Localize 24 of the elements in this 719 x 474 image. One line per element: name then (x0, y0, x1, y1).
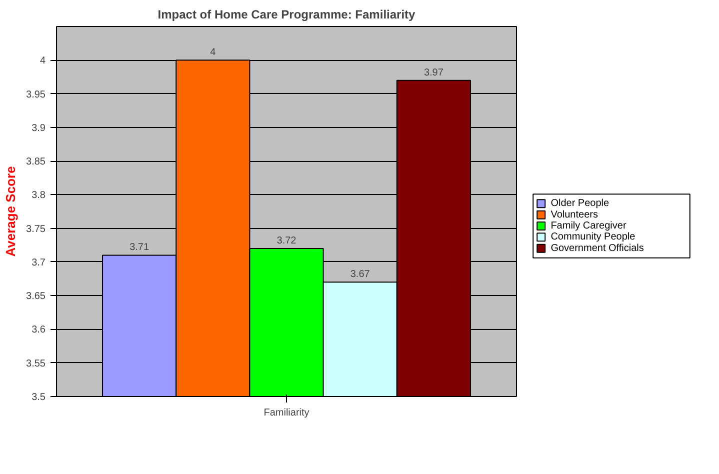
legend-label: Government Officials (550, 242, 644, 254)
y-tick-label: 3.95 (26, 89, 46, 100)
y-tick-label: 3.55 (26, 358, 46, 370)
y-tick-label: 3.6 (32, 324, 46, 336)
y-tick-label: 3.9 (32, 122, 46, 134)
y-axis-title: Average Score (3, 166, 18, 257)
x-tick-label: Familiarity (264, 408, 310, 418)
data-label: 3.72 (276, 236, 297, 246)
y-tick-label: 3.7 (32, 257, 46, 268)
data-label: 3.97 (424, 67, 444, 78)
y-tick-label: 3.8 (32, 190, 46, 202)
data-label: 3.71 (130, 242, 150, 254)
y-tick-label: 3.5 (32, 392, 46, 403)
legend-label: Volunteers (550, 209, 598, 220)
y-tick-label: 3.75 (26, 224, 46, 235)
y-tick-label: 3.65 (26, 291, 46, 302)
legend-label: Family Caregiver (550, 220, 627, 232)
chart-title: Impact of Home Care Programme: Familiarity (158, 8, 416, 22)
y-tick-label: 4 (40, 56, 46, 67)
legend-label: Community People (550, 232, 636, 243)
data-label: 4 (210, 47, 216, 58)
legend-label: Older People (550, 198, 610, 210)
y-tick-label: 3.85 (26, 156, 46, 168)
data-label: 3.67 (350, 269, 370, 280)
